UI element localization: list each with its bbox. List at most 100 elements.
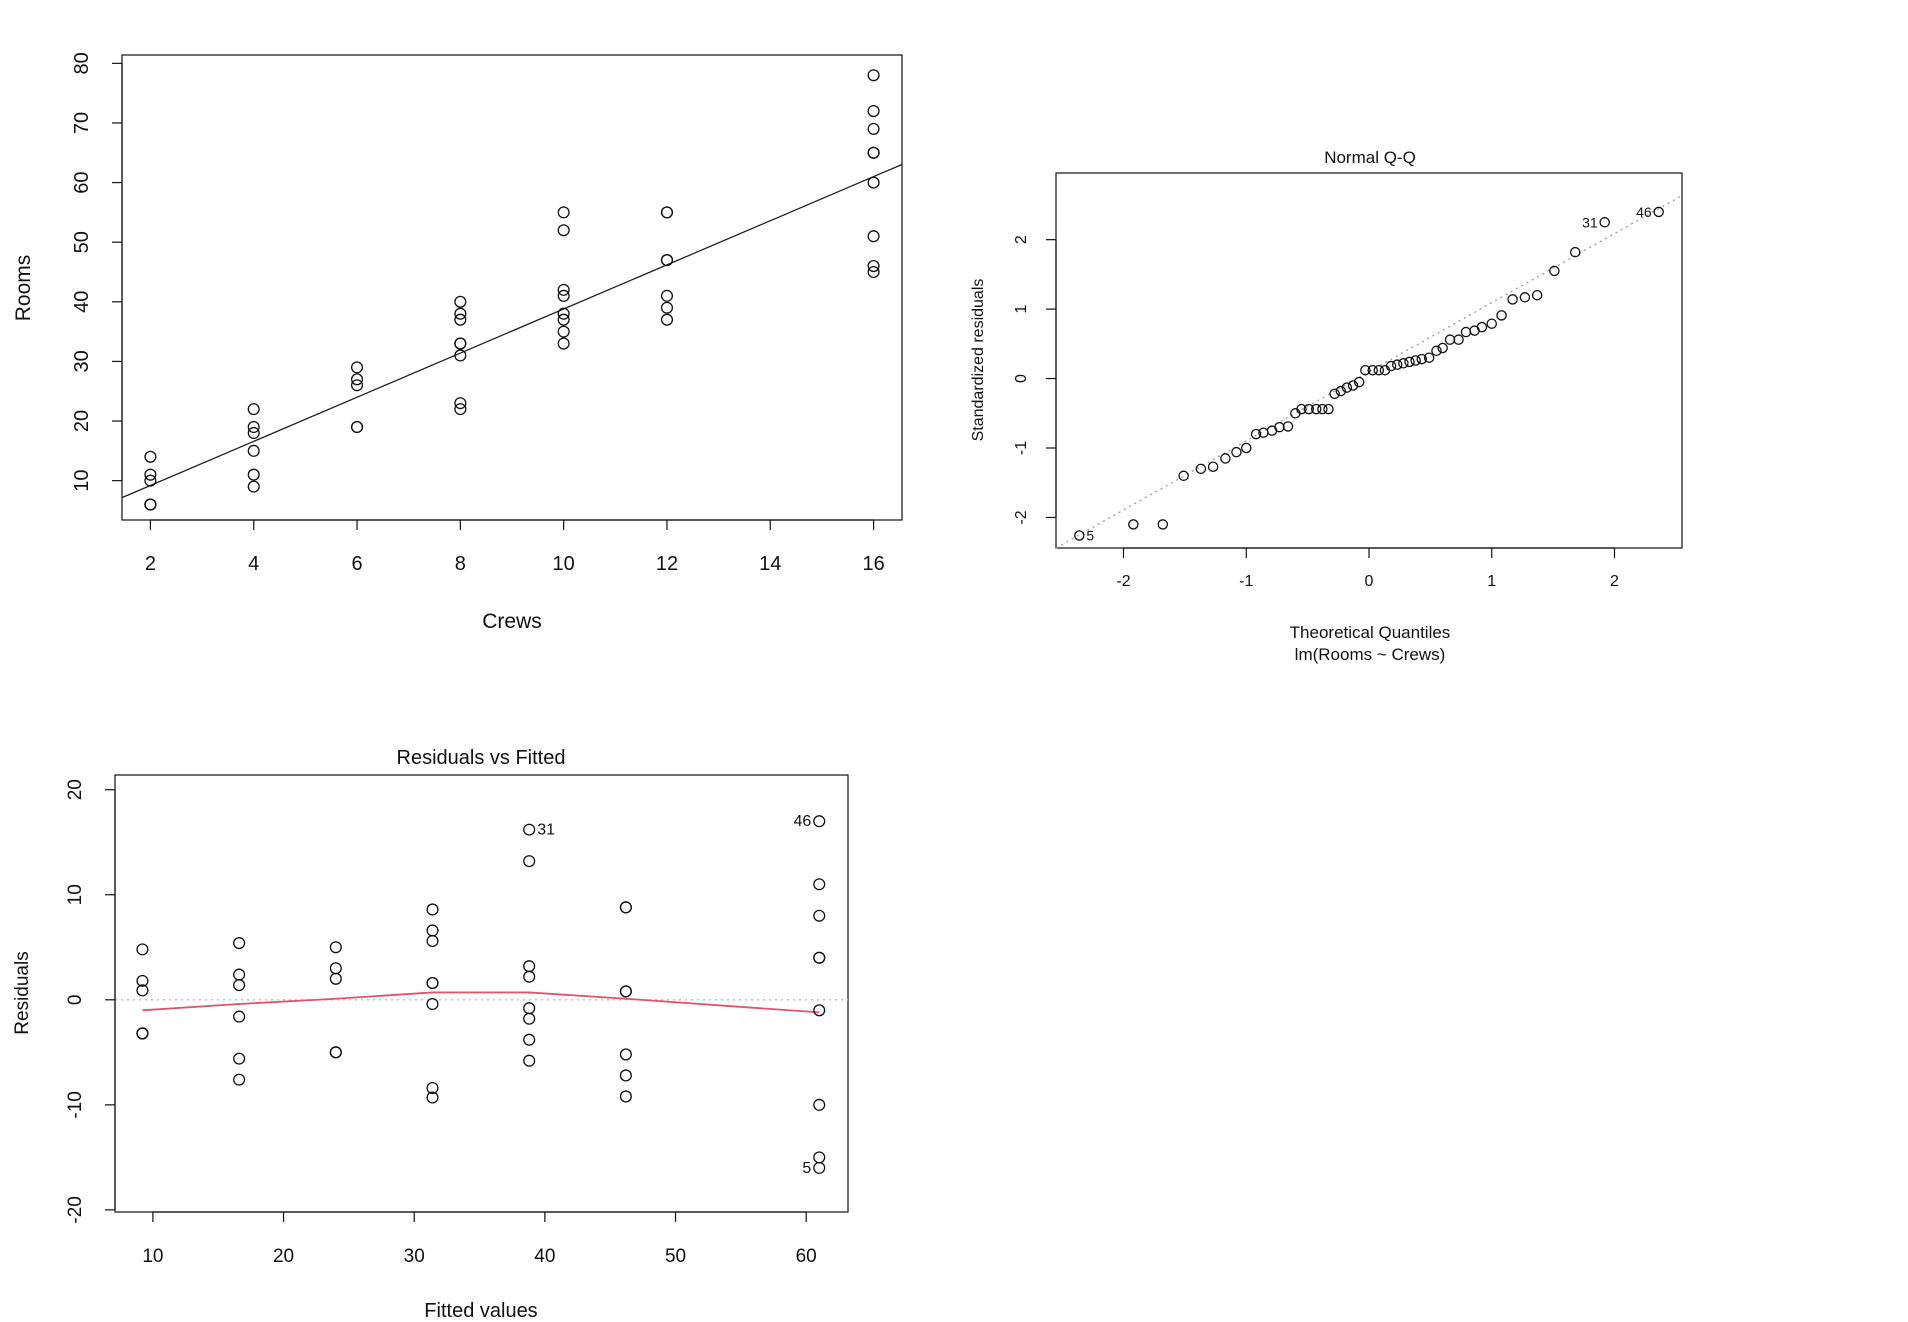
qq-data-point [1250,428,1262,440]
scatter-data-point [247,468,260,481]
qq-data-point [1398,358,1409,369]
scatter-x-tick-label: 4 [248,553,259,575]
qq-data-point [1282,421,1294,432]
resid-data-point [426,976,439,990]
qq-y-tick-label: 0 [1013,374,1030,383]
resid-data-point [233,937,246,950]
resid-y-axis-label: Residuals [12,951,33,1034]
scatter-data-point [247,420,260,434]
resid-data-point [813,951,826,964]
qq-data-point [1157,519,1169,530]
scatter-data-point [867,176,880,189]
scatter-x-tick-label: 16 [862,553,884,575]
resid-y-tick-label: 10 [65,884,86,905]
scatter-data-point [247,426,260,440]
scatter-data-point [247,480,260,493]
qq-data-point [1220,453,1231,464]
qq-data-point [1437,342,1448,354]
resid-data-point [136,974,149,987]
qq-data-point [1476,321,1488,333]
qq-x-tick-label: -1 [1239,573,1253,590]
scatter-data-point [867,104,880,118]
scatter-data-point [454,295,467,308]
qq-data-point [1507,294,1518,305]
resid-x-tick-label: 40 [534,1246,555,1267]
qq-data-point [1385,360,1397,372]
scatter-y-tick-label: 10 [71,470,93,492]
qq-data-point [1207,461,1219,472]
scatter-data-point [660,206,674,219]
resid-data-point [813,878,826,891]
qq-y-tick-label: 1 [1013,305,1030,314]
qq-data-point [1303,403,1315,415]
qq-data-point [1335,385,1347,397]
qq-x-tick-label: 1 [1487,573,1496,590]
scatter-x-tick-label: 12 [656,553,678,575]
resid-point-label: 31 [537,822,555,839]
qq-data-point [1569,246,1581,258]
scatter-data-point [454,337,467,350]
resid-data-point [813,815,826,828]
qq-data-point [1231,446,1242,458]
resid-data-point [426,1081,439,1095]
resid-plot-frame [114,774,849,1213]
resid-data-point [813,1151,826,1164]
scatter-y-tick-label: 60 [71,171,93,193]
resid-data-point [329,972,342,985]
resid-data-point [233,979,246,992]
resid-data-point [523,855,536,868]
resid-data-point [136,1027,149,1040]
resid-y-tick-label: 0 [65,995,86,1006]
resid-data-point [523,823,536,836]
resid-x-tick-label: 20 [273,1246,294,1267]
resid-x-axis-label: Fitted values [424,1300,537,1322]
resid-data-point [523,960,536,973]
qq-point-label: 5 [1086,528,1094,544]
scatter-data-point [660,301,674,314]
scatter-data-point [557,313,570,326]
resid-panel: Residuals vs Fitted 31 46 5 10 20 30 40 50 60 -2… [12,747,849,1322]
qq-data-point [1360,364,1371,376]
scatter-data-point [454,307,467,320]
qq-data-point [1496,310,1507,321]
qq-data-point [1274,421,1285,433]
resid-data-point [619,1069,632,1082]
resid-data-point [523,1033,536,1046]
scatter-data-point [350,379,364,392]
scatter-data-point [350,373,364,386]
qq-data-point [1486,318,1497,329]
resid-data-point [813,1004,826,1017]
scatter-y-tick-label: 20 [71,410,93,432]
scatter-data-point [867,230,880,243]
qq-y-axis-label: Standardized residuals [970,279,987,442]
scatter-data-point [557,224,570,237]
resid-data-point [426,1091,439,1104]
qq-y-tick-label: -1 [1013,441,1030,455]
resid-data-point [813,909,826,922]
resid-plot-area: 31 46 5 [115,813,848,1177]
resid-x-tick-label: 60 [796,1246,817,1267]
scatter-data-point [557,283,570,296]
scatter-data-point [144,498,157,511]
scatter-data-point [350,361,364,374]
qq-panel: Normal Q-Q 5 31 46 -2 -1 0 1 2 -2 -1 0 1 2 Theoreti… [970,148,1683,664]
qq-y-tick-label: 2 [1013,235,1030,244]
scatter-data-point [557,325,570,338]
qq-data-point [1599,217,1610,228]
scatter-data-point [660,313,674,326]
qq-data-point [1074,530,1085,541]
qq-point-label: 46 [1636,204,1652,220]
resid-data-point [619,1048,632,1061]
qq-data-point [1519,292,1531,303]
qq-x-tick-label: 2 [1610,573,1619,590]
scatter-x-axis-label: Crews [482,610,542,633]
qq-data-point [1549,265,1560,277]
scatter-axes: 2 4 6 8 10 12 14 16 10 20 30 40 50 60 70 80 [71,52,885,575]
qq-data-point [1431,345,1442,357]
scatter-data-point [867,69,880,82]
resid-data-point [233,1073,246,1086]
resid-axes: 10 20 30 40 50 60 -20 -10 0 10 20 [65,779,817,1267]
resid-data-point [426,934,439,948]
scatter-data-point [660,254,674,267]
scatter-y-tick-label: 50 [71,231,93,253]
